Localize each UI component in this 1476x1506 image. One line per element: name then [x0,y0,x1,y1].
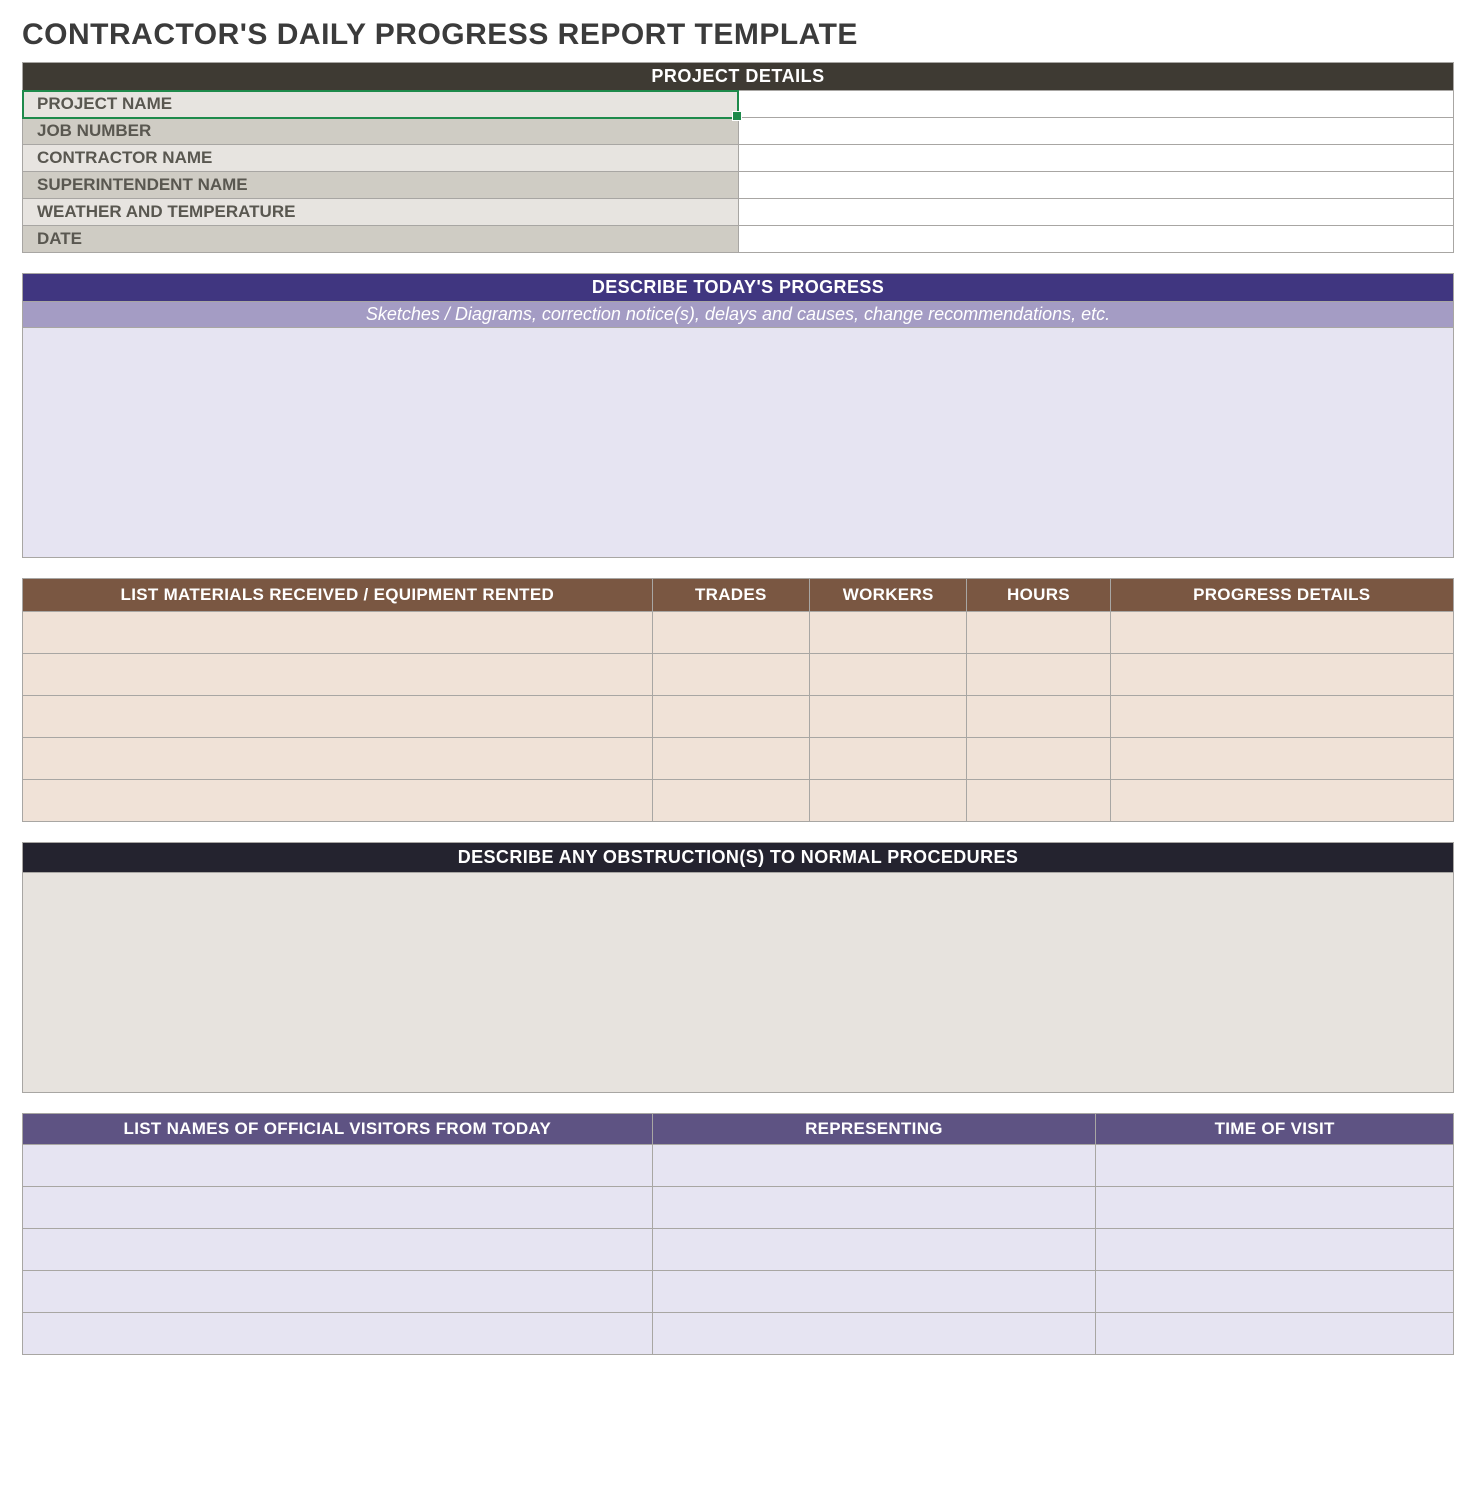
table-cell[interactable] [23,780,653,822]
materials-table: LIST MATERIALS RECEIVED / EQUIPMENT RENT… [22,578,1454,822]
project-details-section: PROJECT DETAILS PROJECT NAME JOB NUMBER … [22,62,1454,253]
table-cell[interactable] [1110,696,1453,738]
pd-value-project-name[interactable] [738,91,1454,118]
pd-label-contractor-name[interactable]: CONTRACTOR NAME [23,145,739,172]
table-cell[interactable] [810,654,967,696]
table-cell[interactable] [23,1229,653,1271]
table-cell[interactable] [810,780,967,822]
table-cell[interactable] [23,1271,653,1313]
materials-col-0: LIST MATERIALS RECEIVED / EQUIPMENT RENT… [23,579,653,612]
table-cell[interactable] [23,738,653,780]
visitors-col-2: TIME OF VISIT [1096,1114,1454,1145]
table-cell[interactable] [1096,1187,1454,1229]
table-cell[interactable] [810,696,967,738]
obstructions-body[interactable] [23,873,1454,1093]
table-cell[interactable] [967,780,1110,822]
materials-col-2: WORKERS [810,579,967,612]
materials-col-3: HOURS [967,579,1110,612]
table-cell[interactable] [23,612,653,654]
table-cell[interactable] [1110,654,1453,696]
project-details-table: PROJECT DETAILS PROJECT NAME JOB NUMBER … [22,62,1454,253]
pd-label-superintendent[interactable]: SUPERINTENDENT NAME [23,172,739,199]
table-cell[interactable] [23,654,653,696]
progress-section: DESCRIBE TODAY'S PROGRESS Sketches / Dia… [22,273,1454,558]
table-cell[interactable] [1096,1145,1454,1187]
table-cell[interactable] [23,1145,653,1187]
pd-value-date[interactable] [738,226,1454,253]
table-cell[interactable] [810,612,967,654]
table-cell[interactable] [1096,1271,1454,1313]
table-cell[interactable] [1096,1229,1454,1271]
table-cell[interactable] [1110,738,1453,780]
table-cell[interactable] [1096,1313,1454,1355]
pd-value-weather[interactable] [738,199,1454,226]
table-cell[interactable] [652,612,809,654]
table-cell[interactable] [967,612,1110,654]
table-cell[interactable] [652,1271,1096,1313]
pd-value-superintendent[interactable] [738,172,1454,199]
table-cell[interactable] [967,654,1110,696]
materials-col-4: PROGRESS DETAILS [1110,579,1453,612]
visitors-col-0: LIST NAMES OF OFFICIAL VISITORS FROM TOD… [23,1114,653,1145]
table-cell[interactable] [652,780,809,822]
table-cell[interactable] [1110,780,1453,822]
progress-table: DESCRIBE TODAY'S PROGRESS Sketches / Dia… [22,273,1454,558]
table-cell[interactable] [1110,612,1453,654]
table-cell[interactable] [810,738,967,780]
table-cell[interactable] [652,1187,1096,1229]
table-cell[interactable] [967,696,1110,738]
pd-value-job-number[interactable] [738,118,1454,145]
materials-col-1: TRADES [652,579,809,612]
pd-label-project-name[interactable]: PROJECT NAME [23,91,739,118]
obstructions-table: DESCRIBE ANY OBSTRUCTION(S) TO NORMAL PR… [22,842,1454,1093]
visitors-col-1: REPRESENTING [652,1114,1096,1145]
progress-header: DESCRIBE TODAY'S PROGRESS [23,274,1454,302]
progress-body[interactable] [23,328,1454,558]
table-cell[interactable] [23,1313,653,1355]
table-cell[interactable] [652,1313,1096,1355]
table-cell[interactable] [652,1145,1096,1187]
table-cell[interactable] [23,1187,653,1229]
pd-label-weather[interactable]: WEATHER AND TEMPERATURE [23,199,739,226]
materials-section: LIST MATERIALS RECEIVED / EQUIPMENT RENT… [22,578,1454,822]
table-cell[interactable] [23,696,653,738]
obstructions-section: DESCRIBE ANY OBSTRUCTION(S) TO NORMAL PR… [22,842,1454,1093]
table-cell[interactable] [652,1229,1096,1271]
project-details-header: PROJECT DETAILS [23,63,1454,91]
table-cell[interactable] [652,654,809,696]
obstructions-header: DESCRIBE ANY OBSTRUCTION(S) TO NORMAL PR… [23,843,1454,873]
pd-label-job-number[interactable]: JOB NUMBER [23,118,739,145]
pd-value-contractor-name[interactable] [738,145,1454,172]
table-cell[interactable] [652,738,809,780]
progress-subheader: Sketches / Diagrams, correction notice(s… [23,302,1454,328]
visitors-table: LIST NAMES OF OFFICIAL VISITORS FROM TOD… [22,1113,1454,1355]
visitors-section: LIST NAMES OF OFFICIAL VISITORS FROM TOD… [22,1113,1454,1355]
table-cell[interactable] [967,738,1110,780]
table-cell[interactable] [652,696,809,738]
pd-label-date[interactable]: DATE [23,226,739,253]
page-title: CONTRACTOR'S DAILY PROGRESS REPORT TEMPL… [22,18,1454,52]
